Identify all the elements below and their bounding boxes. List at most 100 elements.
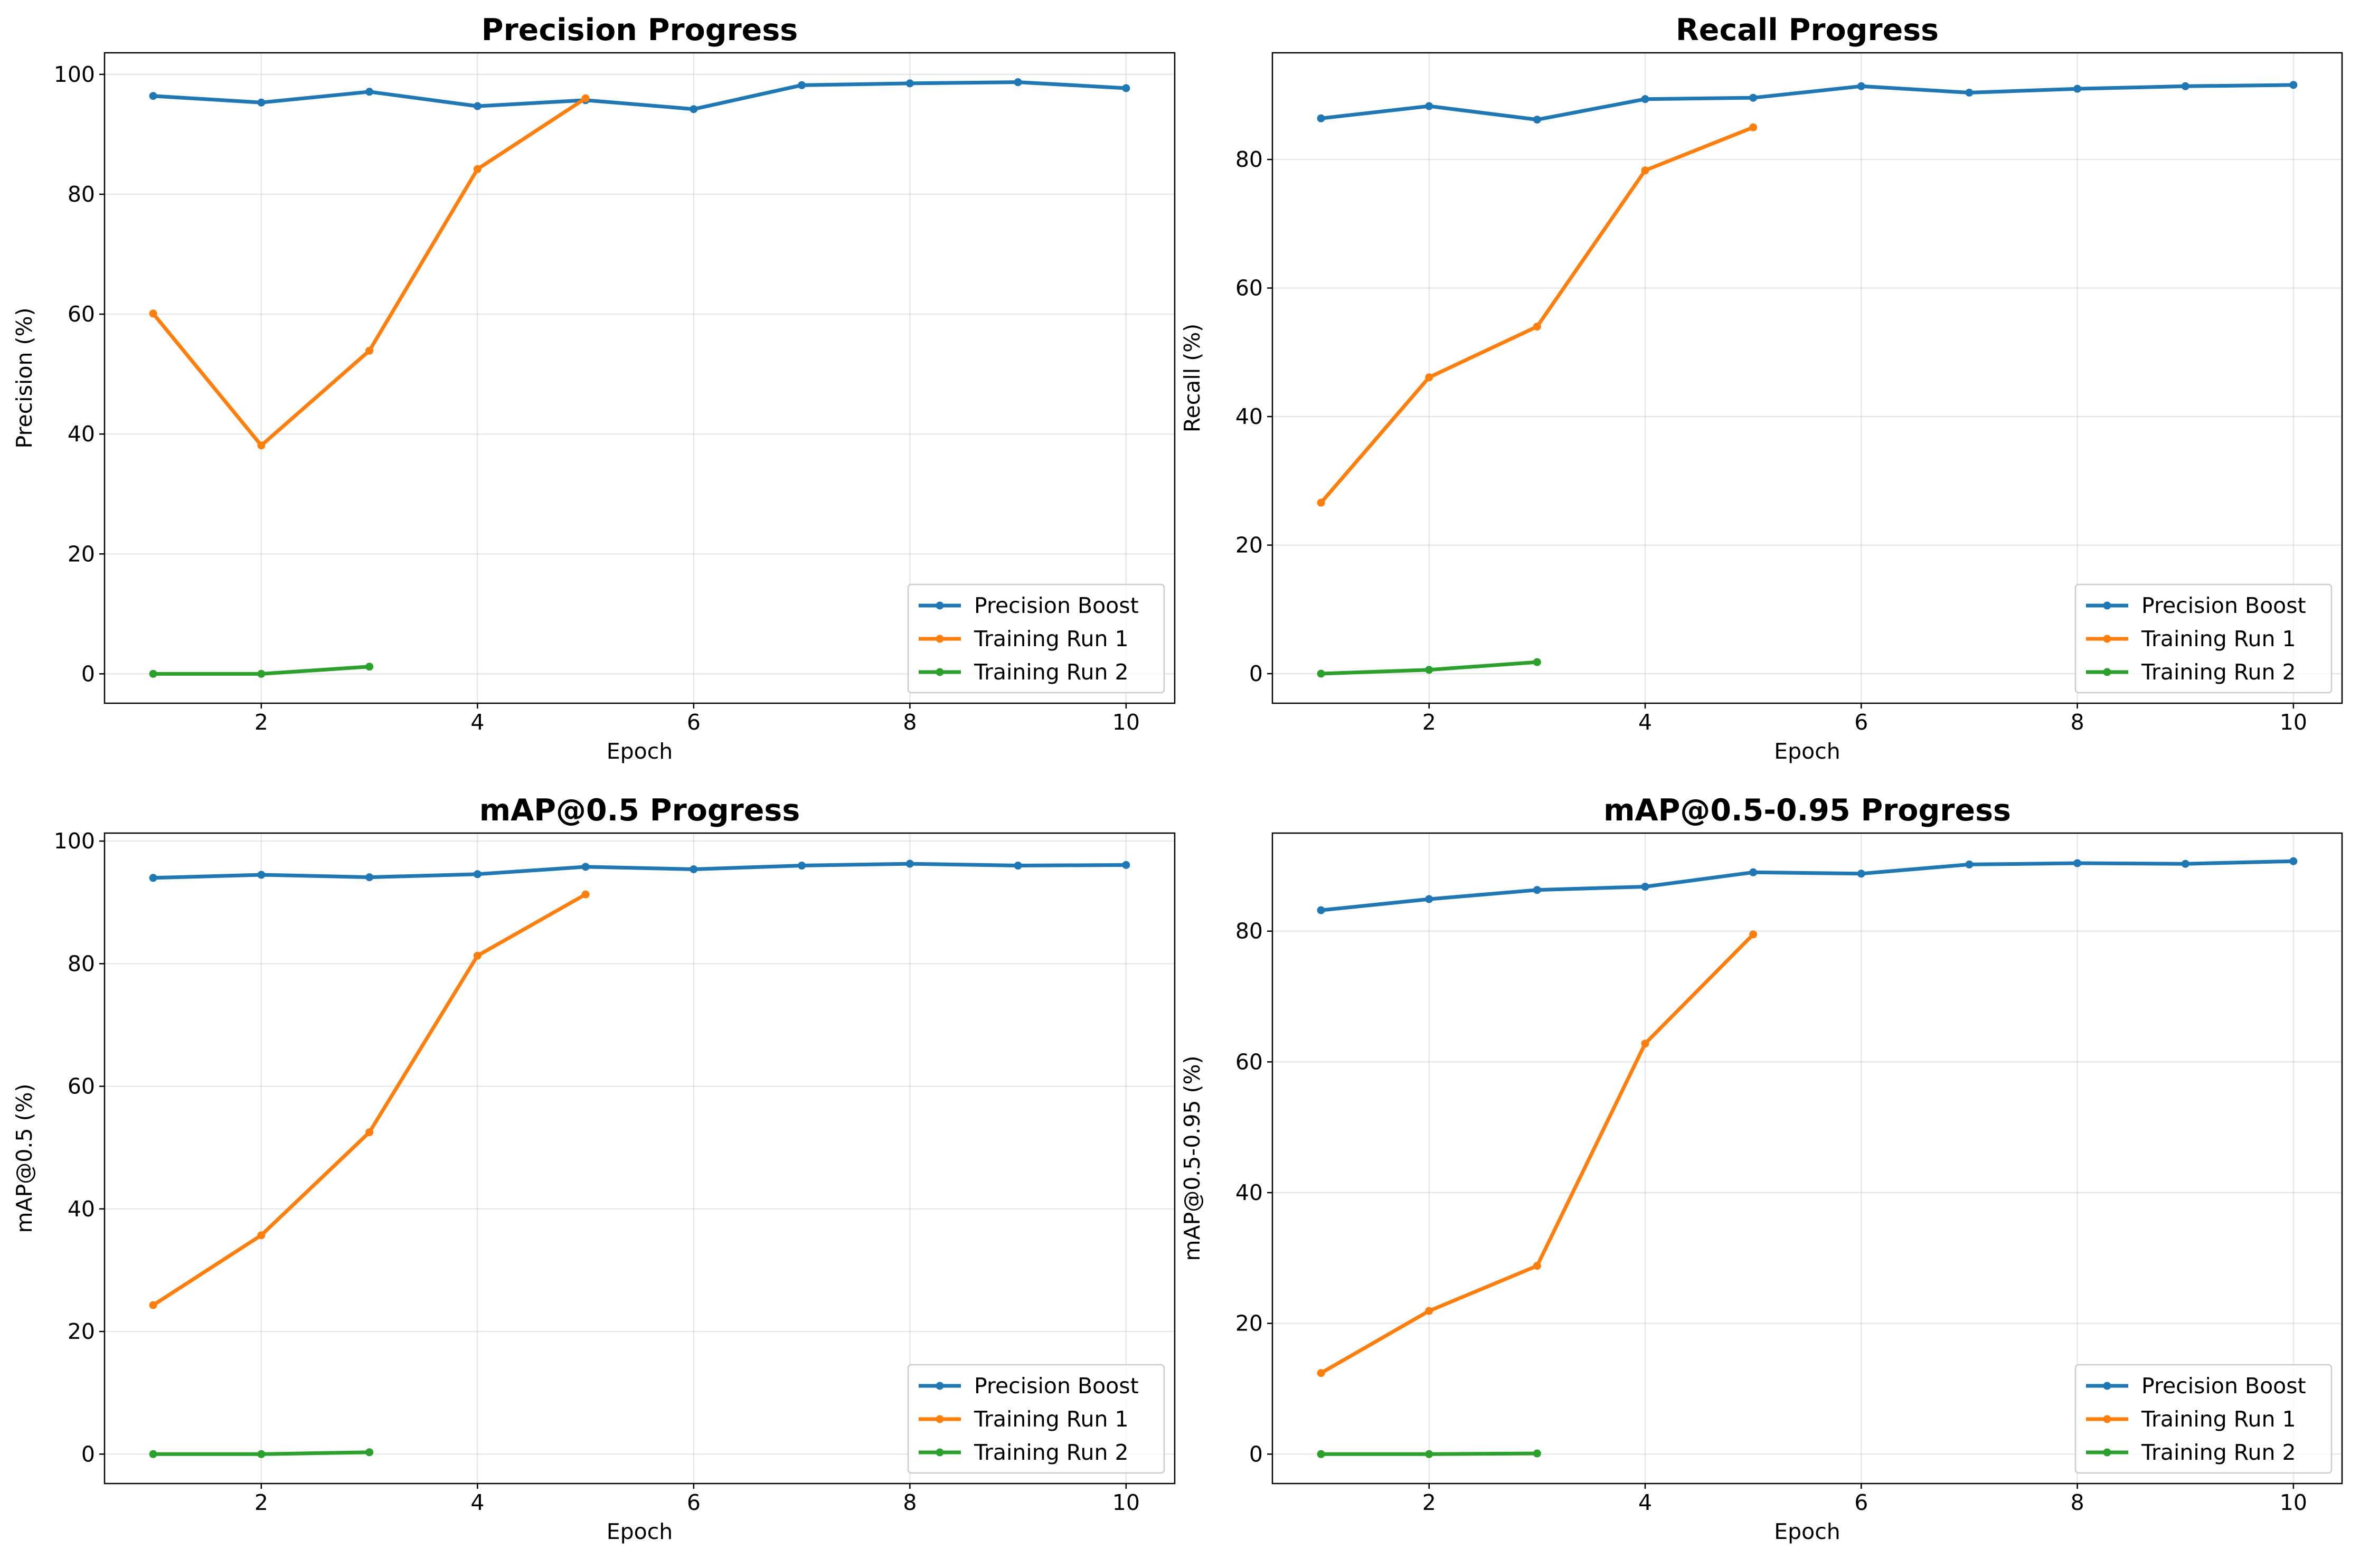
x-tick-label: 2: [1422, 710, 1436, 735]
legend-box: [2074, 1364, 2333, 1474]
series-line-1: [1319, 83, 2296, 122]
plot-frame: [103, 52, 1176, 704]
x-tick-label: 8: [903, 710, 917, 735]
y-axis-label: mAP@0.5-0.95 (%): [1179, 1056, 1205, 1261]
data-point: [1317, 906, 1325, 914]
x-axis-label: Epoch: [607, 739, 673, 764]
x-tick-label: 8: [2071, 1490, 2084, 1515]
legend-label: Precision Boost: [974, 1373, 1139, 1399]
y-tick-label: 40: [1235, 404, 1263, 429]
y-tick-label: 80: [68, 951, 95, 976]
data-point: [690, 865, 698, 874]
data-point: [1965, 860, 1974, 868]
legend-label: Training Run 1: [974, 1406, 1129, 1432]
chart-title: mAP@0.5-0.95 Progress: [1603, 793, 2011, 828]
data-point: [690, 105, 698, 114]
data-point: [1749, 930, 1758, 939]
legend-box: [2074, 583, 2333, 694]
data-point: [1317, 1369, 1325, 1377]
x-tick-label: 6: [687, 1490, 701, 1515]
chart-title: Precision Progress: [482, 13, 798, 48]
y-tick-label: 0: [81, 661, 95, 686]
data-point: [257, 1231, 266, 1240]
legend-swatch-marker: [2103, 601, 2111, 610]
y-tick-label: 60: [68, 301, 95, 327]
legend-swatch-marker: [936, 601, 944, 610]
data-point: [257, 871, 266, 879]
series-line-2: [1318, 931, 1756, 1376]
y-axis-label: Recall (%): [1179, 324, 1205, 432]
chart-title: mAP@0.5 Progress: [479, 793, 800, 828]
data-point: [1749, 123, 1758, 131]
data-point: [798, 862, 806, 870]
y-tick-label: 80: [1235, 147, 1263, 172]
legend-label: Precision Boost: [974, 593, 1139, 618]
data-point: [1014, 862, 1022, 870]
data-point: [149, 1450, 157, 1458]
legend-box: [907, 583, 1165, 694]
y-tick-label: 0: [81, 1441, 95, 1467]
x-tick-label: 2: [1422, 1490, 1436, 1515]
data-point: [1857, 82, 1865, 90]
data-point: [149, 92, 157, 100]
data-point: [2073, 859, 2082, 867]
legend: Precision Boost Training Run 1 Training Ru…: [907, 1364, 1165, 1474]
x-tick-label: 10: [2280, 710, 2307, 735]
data-point: [581, 94, 590, 102]
data-point: [905, 859, 914, 868]
data-point: [365, 346, 374, 355]
data-point: [1122, 84, 1130, 92]
data-point: [1014, 78, 1022, 87]
data-point: [365, 1448, 374, 1457]
y-tick-label: 20: [1235, 533, 1263, 558]
data-point: [473, 870, 482, 879]
data-point: [1317, 498, 1325, 507]
chart-panel-4: 2 4 6 8 10 0 20 40 60 80 mAP@0.5-0.95 Progress Epoc…: [1179, 793, 2343, 1544]
y-tick-label: 60: [1235, 276, 1263, 301]
y-axis-label: mAP@0.5 (%): [12, 1084, 37, 1233]
series-line-2: [150, 96, 588, 448]
data-point: [1317, 114, 1325, 122]
y-tick-label: 100: [54, 828, 95, 854]
y-tick-label: 100: [54, 62, 95, 87]
data-point: [2073, 84, 2082, 93]
y-tick-label: 20: [1235, 1311, 1263, 1336]
data-point: [1425, 666, 1433, 674]
data-point: [149, 1301, 157, 1309]
data-point: [1533, 886, 1541, 894]
data-point: [365, 88, 374, 96]
legend-swatch-marker: [936, 1448, 944, 1457]
data-point: [1425, 895, 1433, 903]
data-point: [1425, 102, 1433, 110]
legend-label: Training Run 2: [974, 1440, 1129, 1465]
x-axis-label: Epoch: [607, 1519, 673, 1544]
x-tick-label: 4: [1638, 710, 1652, 735]
legend-swatch-marker: [2103, 635, 2111, 643]
legend-swatch-marker: [2103, 1382, 2111, 1390]
series-line-2: [1318, 125, 1756, 506]
data-point: [1749, 93, 1758, 102]
legend-label: Training Run 2: [2141, 1440, 2296, 1465]
chart-title: Recall Progress: [1676, 13, 1939, 48]
plot-frame: [103, 832, 1176, 1485]
data-point: [1533, 1262, 1541, 1270]
y-tick-label: 20: [68, 541, 95, 566]
data-point: [1641, 95, 1649, 103]
legend-label: Training Run 2: [974, 659, 1129, 685]
data-point: [257, 1450, 266, 1458]
legend-swatch-marker: [2103, 1448, 2111, 1457]
data-point: [581, 863, 590, 871]
data-point: [1533, 1449, 1541, 1458]
y-tick-label: 40: [1235, 1180, 1263, 1205]
data-point: [365, 663, 374, 671]
data-point: [1425, 373, 1433, 382]
series-line-2: [150, 892, 588, 1308]
x-axis-label: Epoch: [1774, 739, 1840, 764]
x-tick-label: 4: [1638, 1490, 1652, 1515]
data-point: [257, 441, 266, 450]
data-point: [905, 79, 914, 88]
legend-swatch-marker: [936, 668, 944, 676]
data-point: [257, 669, 266, 678]
